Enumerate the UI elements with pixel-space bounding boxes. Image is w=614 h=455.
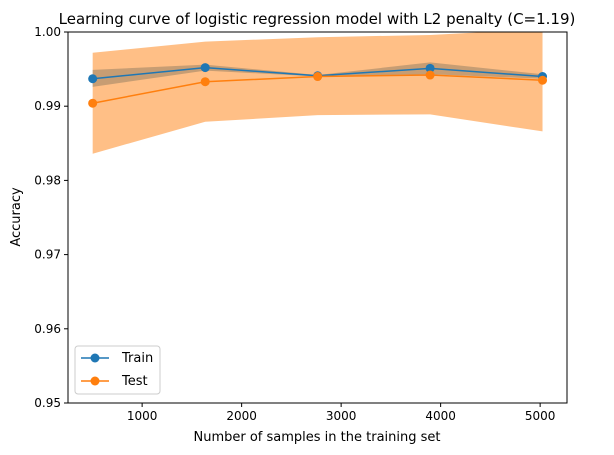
y-tick-label: 0.96 xyxy=(34,322,61,336)
y-tick-label: 0.98 xyxy=(34,173,61,187)
point-train xyxy=(200,63,210,73)
y-tick-label: 0.97 xyxy=(34,248,61,262)
x-tick-label: 5000 xyxy=(525,409,556,423)
series-markers xyxy=(88,63,548,108)
chart-title: Learning curve of logistic regression mo… xyxy=(59,10,576,28)
x-tick-label: 3000 xyxy=(326,409,357,423)
point-test xyxy=(425,70,435,80)
x-tick-label: 1000 xyxy=(127,409,158,423)
band-test xyxy=(92,32,543,154)
y-axis-label: Accuracy xyxy=(9,187,24,247)
x-axis-ticks: 1000 2000 3000 4000 5000 xyxy=(127,403,556,423)
legend-label-train: Train xyxy=(121,351,153,366)
y-axis-ticks: 0.95 0.96 0.97 0.98 0.99 1.00 xyxy=(34,25,68,410)
legend-label-test: Test xyxy=(121,374,148,389)
point-test xyxy=(538,75,548,85)
legend-marker-test xyxy=(90,376,100,386)
point-test xyxy=(200,77,210,87)
point-train xyxy=(425,63,435,73)
legend-marker-train xyxy=(90,353,100,363)
y-tick-label: 0.95 xyxy=(34,396,61,410)
y-tick-label: 0.99 xyxy=(34,99,61,113)
x-axis-label: Number of samples in the training set xyxy=(194,430,441,445)
point-train xyxy=(88,74,98,84)
plot-frame xyxy=(67,31,568,404)
point-test xyxy=(313,72,323,82)
y-tick-label: 1.00 xyxy=(34,25,61,39)
x-tick-label: 2000 xyxy=(226,409,257,423)
x-tick-label: 4000 xyxy=(425,409,456,423)
point-test xyxy=(88,98,98,108)
legend: Train Test xyxy=(74,345,161,395)
